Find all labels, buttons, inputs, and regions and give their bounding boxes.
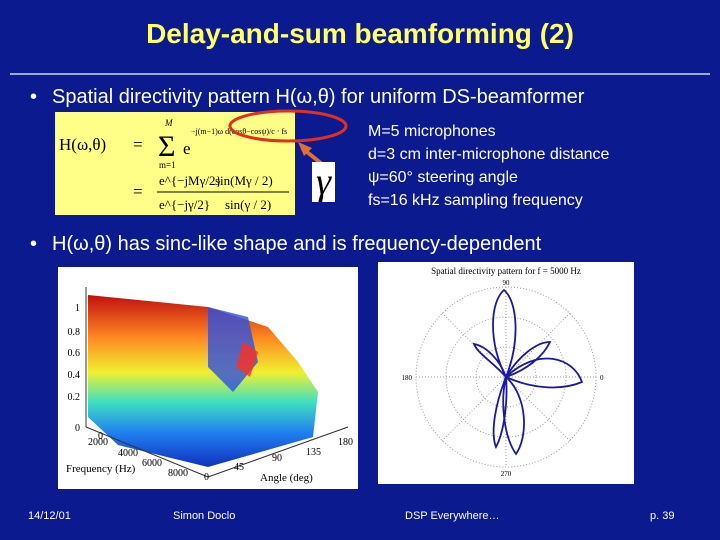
gamma-text: γ	[312, 162, 335, 202]
footer-author: Simon Doclo	[173, 510, 236, 522]
angle-label: 0	[600, 374, 604, 382]
formula-eq-1: =	[133, 135, 143, 154]
angle-axis	[207, 426, 349, 478]
angle-label: 90	[503, 279, 511, 287]
polar-angle-labels: 90 180 270 0	[402, 279, 605, 478]
surface-plot: 1 0.8 0.6 0.4 0.2 0 0 2000 4000 6000 800…	[58, 267, 358, 489]
footer-date: 14/12/01	[28, 510, 71, 522]
side-lobe	[503, 341, 552, 379]
freq-tick: 6000	[142, 458, 162, 469]
bullet-2-text: H(ω,θ) has sinc-like shape and is freque…	[52, 233, 542, 255]
surface-peak	[236, 342, 258, 377]
z-tick-labels: 1 0.8 0.6 0.4 0.2 0	[68, 303, 81, 434]
z-tick: 1	[75, 303, 80, 314]
polar-plot-svg: Spatial directivity pattern for f = 5000…	[402, 266, 605, 478]
z-tick: 0.4	[68, 370, 81, 381]
freq-tick: 0	[98, 431, 103, 442]
polar-title: Spatial directivity pattern for f = 5000…	[431, 266, 581, 276]
formula-sigma: Σ	[158, 130, 175, 163]
z-tick: 0.6	[68, 348, 81, 359]
side-lobe	[472, 342, 507, 378]
slide-title: Delay-and-sum beamforming (2)	[146, 18, 574, 49]
bullet-dot: •	[30, 86, 38, 108]
bullet-dot: •	[30, 233, 38, 255]
surface-mesh	[88, 295, 318, 467]
x-axis-label: Frequency (Hz)	[66, 463, 136, 475]
side-lobe	[504, 357, 584, 389]
formula-rhs-num: e^{−jMγ/2}	[159, 173, 222, 188]
red-ellipse	[228, 109, 348, 143]
formula-e: e	[183, 139, 191, 158]
freq-tick: 2000	[88, 437, 108, 448]
angle-label: 180	[402, 374, 413, 382]
arrow-head	[298, 142, 312, 156]
formula-rhs-den: e^{−jγ/2}	[159, 197, 210, 212]
surface-plot-svg: 1 0.8 0.6 0.4 0.2 0 0 2000 4000 6000 800…	[66, 287, 353, 484]
angle-label: 270	[501, 470, 512, 478]
angle-tick: 45	[234, 462, 244, 473]
exponent-highlight	[228, 109, 348, 174]
gamma-symbol: γ	[312, 160, 335, 204]
freq-tick-labels: 0 2000 4000 6000 8000	[88, 431, 188, 479]
formula-eq-2: =	[133, 182, 143, 201]
side-lobe	[502, 375, 525, 456]
param-distance: d=3 cm inter-microphone distance	[368, 146, 610, 163]
freq-tick: 4000	[118, 448, 138, 459]
title-divider	[10, 73, 710, 75]
angle-tick-labels: 0 45 90 135 180	[204, 437, 353, 483]
freq-tick: 8000	[168, 468, 188, 479]
param-steering: ψ=60° steering angle	[368, 169, 518, 186]
main-lobe	[492, 288, 517, 380]
footer-event: DSP Everywhere…	[405, 510, 500, 522]
angle-tick: 180	[338, 437, 353, 448]
z-tick: 0	[75, 423, 80, 434]
footer-page-number: p. 39	[650, 510, 675, 522]
bullet-1-text: Spatial directivity pattern H(ω,θ) for u…	[52, 86, 585, 108]
directivity-formula: H(ω,θ) = M Σ m=1 e −j(m−1)ω d(cosθ−cosψ)…	[55, 112, 295, 215]
bullet-2: • H(ω,θ) has sinc-like shape and is frequ…	[30, 233, 541, 256]
formula-exponent: −j(m−1)ω d(cosθ−cosψ)/c · fs	[191, 127, 287, 136]
angle-tick: 0	[204, 472, 209, 483]
parameter-list: M=5 microphones d=3 cm inter-microphone …	[368, 120, 609, 212]
param-sampling: fs=16 kHz sampling frequency	[368, 192, 583, 209]
z-tick: 0.2	[68, 392, 81, 403]
param-microphones: M=5 microphones	[368, 123, 496, 140]
bullet-1: • Spatial directivity pattern H(ω,θ) for …	[30, 86, 584, 109]
side-lobe	[492, 376, 508, 450]
formula-rhs-sin-num: sin(Mγ / 2)	[215, 173, 273, 188]
directivity-lobes	[472, 288, 584, 456]
angle-tick: 135	[306, 447, 321, 458]
formula-rhs-sin-den: sin(γ / 2)	[225, 197, 271, 212]
freq-axis	[85, 426, 209, 478]
formula-lhs: H(ω,θ)	[59, 135, 106, 154]
y-axis-label: Angle (deg)	[260, 472, 313, 484]
polar-plot: Spatial directivity pattern for f = 5000…	[378, 262, 634, 484]
angle-tick: 90	[272, 453, 282, 464]
formula-sum-bottom: m=1	[159, 160, 176, 170]
z-tick: 0.8	[68, 327, 81, 338]
formula-sum-top: M	[164, 118, 173, 128]
formula-svg: H(ω,θ) = M Σ m=1 e −j(m−1)ω d(cosθ−cosψ)…	[59, 118, 289, 212]
